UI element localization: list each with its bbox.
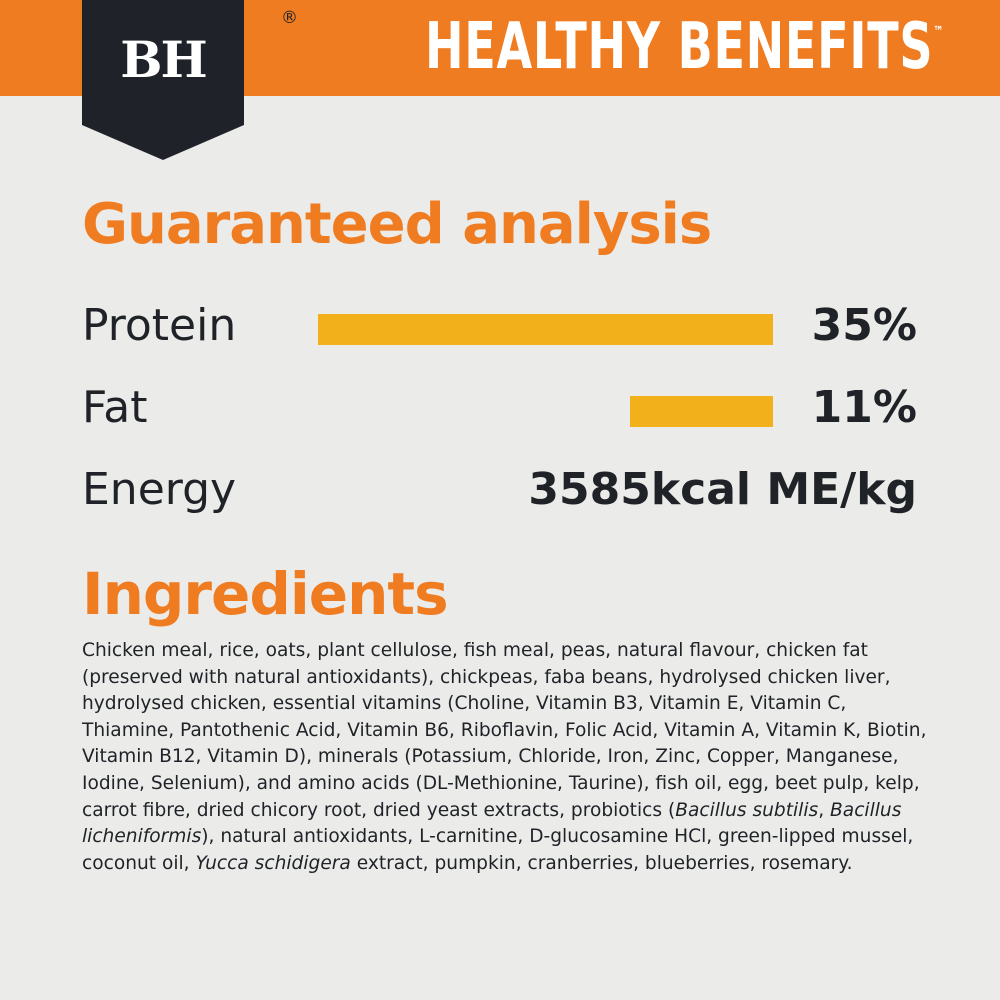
bar xyxy=(630,396,773,427)
row-amount: 11% xyxy=(811,382,917,433)
ingredients-text: Chicken meal, rice, oats, plant cellulos… xyxy=(82,638,927,877)
ingredient-italic: Yucca schidigera xyxy=(195,852,351,874)
row-label: Protein xyxy=(82,300,237,351)
row-amount: 35% xyxy=(811,300,917,351)
section-title: Ingredients xyxy=(82,560,449,628)
row-amount: 3585kcal ME/kg xyxy=(528,464,917,515)
logo: BH xyxy=(120,30,208,89)
trademark: ™ xyxy=(933,24,945,40)
tagline-text: HEALTHY BENEFITS xyxy=(425,10,934,84)
tagline: HEALTHY BENEFITS™ xyxy=(425,10,944,84)
row-label: Energy xyxy=(82,464,237,515)
ingredient-italic: Bacillus licheniformis xyxy=(82,799,902,848)
row-label: Fat xyxy=(82,382,148,433)
registered-mark: ® xyxy=(281,8,298,28)
ingredient-text: ), natural antioxidants, L-carnitine, D-… xyxy=(82,826,914,874)
ingredient-text: extract, pumpkin, cranberries, blueberri… xyxy=(350,852,853,874)
bar xyxy=(318,314,773,345)
ingredient-italic: Bacillus subtilis xyxy=(675,799,819,821)
ingredient-text: Chicken meal, rice, oats, plant cellulos… xyxy=(82,640,927,821)
ingredient-text: , xyxy=(818,799,831,821)
section-title: Guaranteed analysis xyxy=(82,192,712,257)
logo-badge xyxy=(82,0,244,160)
